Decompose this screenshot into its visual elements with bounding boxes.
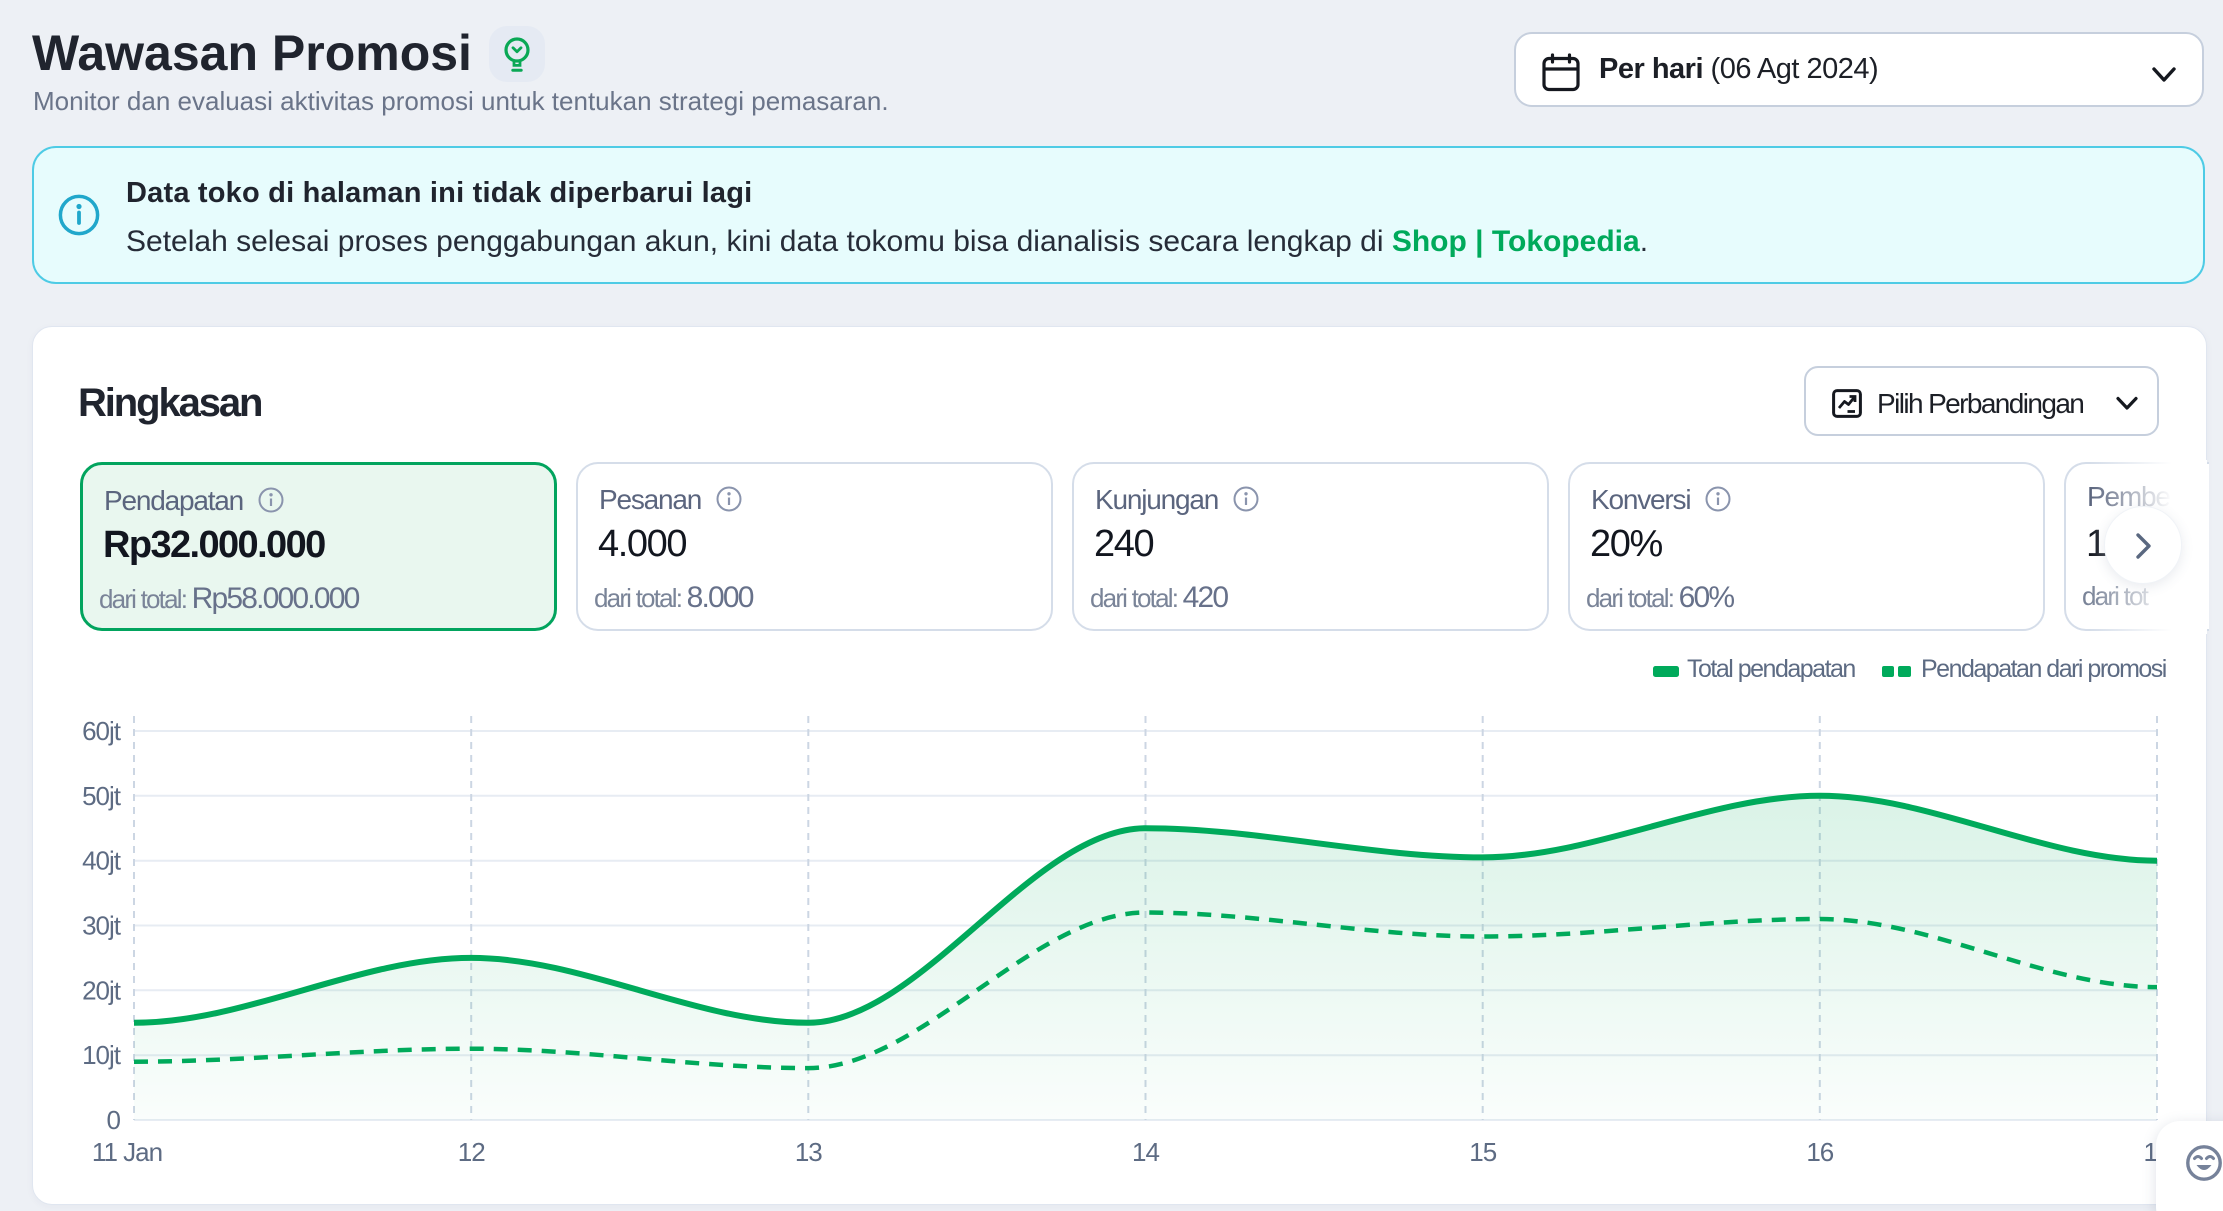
svg-text:40jt: 40jt [82, 846, 122, 876]
svg-text:50jt: 50jt [82, 781, 122, 811]
svg-text:16: 16 [1806, 1137, 1833, 1167]
svg-text:11 Jan: 11 Jan [92, 1137, 162, 1167]
svg-text:10jt: 10jt [82, 1040, 122, 1070]
svg-text:14: 14 [1132, 1137, 1159, 1167]
svg-text:15: 15 [1469, 1137, 1496, 1167]
svg-text:60jt: 60jt [82, 716, 122, 746]
svg-text:12: 12 [458, 1137, 485, 1167]
svg-text:13: 13 [795, 1137, 822, 1167]
svg-text:0: 0 [107, 1105, 121, 1135]
svg-text:20jt: 20jt [82, 975, 122, 1005]
svg-text:30jt: 30jt [82, 911, 122, 941]
